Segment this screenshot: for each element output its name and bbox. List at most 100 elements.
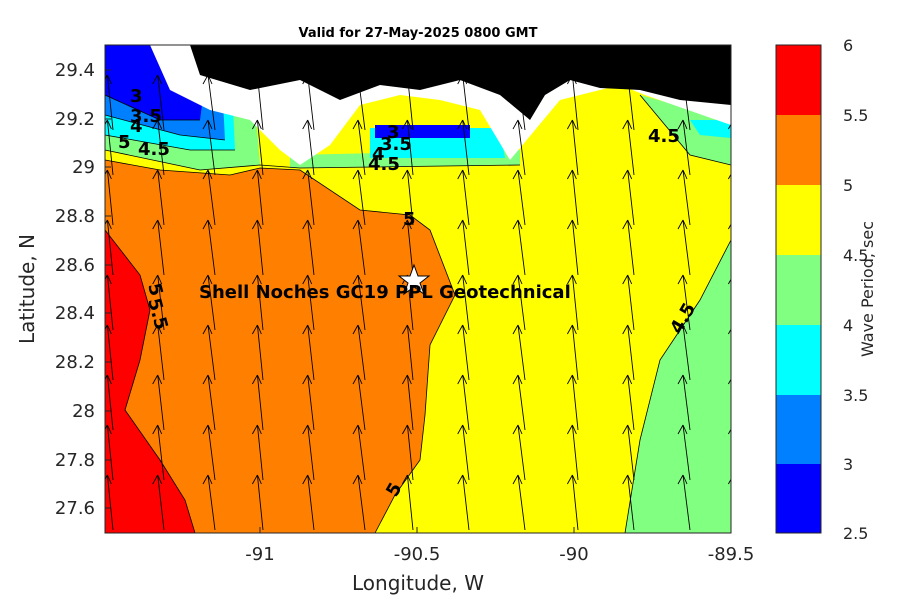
wave-direction-arrow: [352, 474, 366, 531]
contour-labels: 3 3.5 4 5 4.5 3 3.5 4 4.5 5 4.5 5 5.5 4.…: [118, 86, 700, 501]
contour-label: 5: [118, 132, 131, 153]
wave-direction-arrow: [202, 74, 216, 131]
wave-direction-arrow: [152, 74, 165, 131]
wave-direction-arrow: [457, 324, 470, 381]
contour-3.5-4-east: [690, 120, 731, 138]
wave-direction-arrow: [567, 474, 579, 531]
site-label: Shell Noches GC19 PPL Geotechnical: [199, 282, 571, 303]
wave-direction-arrow: [622, 424, 635, 481]
colorbar-tick-label: 3.5: [843, 386, 868, 405]
wave-direction-arrow: [152, 219, 165, 276]
wave-direction-arrow: [402, 119, 414, 176]
colorbar-band-4-4.5: [776, 255, 821, 325]
contour-5-5.5: [105, 159, 456, 533]
wave-direction-arrow: [105, 374, 114, 431]
wave-direction-arrow: [202, 274, 216, 331]
contour-label: 4.5: [138, 139, 170, 160]
wave-direction-arrow: [677, 119, 691, 176]
contour-label: 5: [403, 209, 416, 230]
colorbar-tick-label: 2.5: [843, 524, 868, 543]
wave-direction-arrow: [567, 119, 579, 176]
x-tick-label: -89.5: [708, 544, 755, 565]
y-tick-label: 28: [72, 401, 95, 422]
wave-direction-arrow: [152, 274, 165, 331]
wave-direction-arrow: [677, 274, 691, 331]
wave-direction-arrow: [252, 74, 264, 131]
wave-direction-arrow: [152, 119, 165, 176]
map-title: Valid for 27-May-2025 0800 GMT: [299, 26, 538, 41]
wave-direction-arrow: [252, 424, 264, 481]
wave-direction-arrow: [252, 119, 264, 176]
wave-direction-arrow: [202, 324, 216, 381]
wave-direction-arrow: [302, 324, 315, 381]
axes-frame: [104, 44, 732, 534]
y-tick-label: 29: [72, 157, 95, 178]
wave-direction-arrow: [402, 169, 414, 226]
colorbar-tick-label: 4: [843, 316, 853, 335]
colorbar-tick-label: 6: [843, 36, 853, 55]
contour-line-3: [105, 94, 200, 121]
wave-direction-arrow: [677, 169, 691, 226]
wave-direction-arrow: [457, 119, 470, 176]
colorbar-band-5-5.5: [776, 115, 821, 185]
x-tick-label: -90.5: [394, 544, 441, 565]
wave-direction-arrow: [252, 474, 264, 531]
wave-direction-arrow: [402, 324, 414, 381]
wave-direction-arrow: [152, 374, 165, 431]
contour-label: 3.5: [380, 134, 412, 155]
wave-direction-arrow: [202, 169, 216, 226]
wave-direction-arrow: [252, 324, 264, 381]
x-tick-label: -91: [245, 544, 274, 565]
wave-direction-arrow: [402, 219, 414, 276]
wave-direction-arrow: [567, 74, 579, 131]
wave-direction-arrow: [352, 274, 366, 331]
wave-direction-arrow: [352, 324, 366, 381]
x-tick-label: -90: [559, 544, 588, 565]
colorbar-tick-label: 5: [843, 176, 853, 195]
plot-area: 3 3.5 4 5 4.5 3 3.5 4 4.5 5 4.5 5 5.5 4.…: [105, 45, 731, 533]
wave-direction-arrow: [252, 219, 264, 276]
wave-direction-arrow: [622, 219, 635, 276]
wave-direction-arrow: [352, 74, 366, 131]
contour-label: 3: [387, 122, 400, 143]
y-tick-label: 28.2: [55, 352, 95, 373]
wave-direction-arrow: [677, 74, 691, 131]
wave-direction-arrow: [512, 274, 526, 331]
y-axis: 29.4 29.2 29 28.8 28.6 28.4 28.2 28 27.8…: [15, 60, 111, 519]
wave-direction-arrow: [202, 374, 216, 431]
colorbar-band-3.5-4: [776, 325, 821, 395]
wave-direction-arrow: [512, 119, 526, 176]
wave-direction-arrow: [512, 74, 526, 131]
wave-direction-arrow: [457, 74, 470, 131]
wave-direction-arrow: [512, 424, 526, 481]
wave-direction-arrow: [202, 474, 216, 531]
wave-direction-arrow: [302, 74, 315, 131]
wave-direction-arrow: [457, 474, 470, 531]
contour-label: 4.5: [368, 154, 400, 175]
wave-direction-arrow: [252, 169, 264, 226]
wave-direction-arrow: [302, 374, 315, 431]
wave-direction-arrow: [105, 324, 114, 381]
wave-direction-arrow: [457, 424, 470, 481]
contour-label: 3: [130, 86, 143, 107]
wave-direction-arrow: [152, 424, 165, 481]
wave-direction-arrows: [105, 74, 731, 531]
y-tick-label: 27.8: [55, 450, 95, 471]
wave-direction-arrow: [202, 119, 216, 176]
colorbar-band-5.5-6: [776, 45, 821, 115]
y-tick-label: 28.8: [55, 206, 95, 227]
wave-direction-arrow: [352, 219, 366, 276]
site-star-marker: [397, 263, 431, 296]
wave-direction-arrow: [302, 219, 315, 276]
wave-direction-arrow: [567, 274, 579, 331]
wave-direction-arrow: [402, 474, 414, 531]
wave-direction-arrow: [302, 424, 315, 481]
contour-4-4.5-east: [640, 95, 731, 165]
wave-direction-arrow: [352, 169, 366, 226]
y-tick-label: 28.6: [55, 255, 95, 276]
colorbar: 6 5.5 5 4.5 4 3.5 3 2.5 Wave Period, sec: [775, 36, 877, 543]
y-axis-label: Latitude, N: [15, 234, 39, 344]
wave-direction-arrow: [105, 274, 114, 331]
contour-2.5-3-central: [375, 125, 470, 138]
